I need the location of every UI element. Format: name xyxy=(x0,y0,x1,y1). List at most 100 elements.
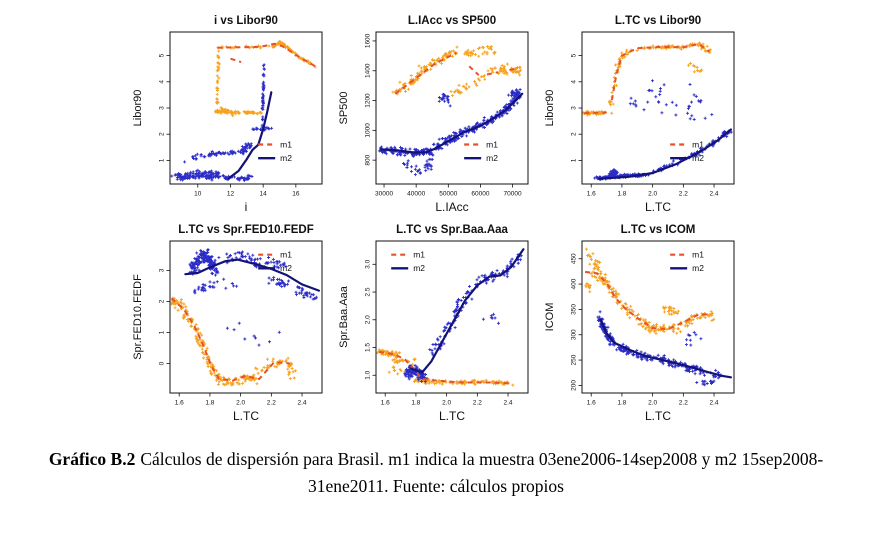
y-tick-label: 2 xyxy=(571,132,578,136)
m1-points xyxy=(582,109,614,117)
x-tick-label: 30000 xyxy=(375,191,393,198)
y-tick-label: 800 xyxy=(365,154,372,165)
m2-points xyxy=(684,330,703,347)
y-tick-label: 1 xyxy=(159,330,166,334)
plot-cell-2: L.IAcc vs SP500 L.IAcc SP500 30000 40000 5000… xyxy=(336,12,536,217)
x-tick-label: 1.8 xyxy=(617,191,626,198)
legend-m2-label: m2 xyxy=(413,263,425,273)
y-tick-label: 1200 xyxy=(365,93,372,108)
plot-cell-3: L.TC vs Libor90 L.TC Libor90 1.6 1.8 2.0 2.2 2.… xyxy=(542,12,742,217)
m2-points xyxy=(267,275,318,301)
x-tick-label: 2.0 xyxy=(648,191,657,198)
m1-points xyxy=(216,39,317,69)
y-tick-label: 3.0 xyxy=(365,259,372,268)
y-tick-label: 5 xyxy=(571,53,578,57)
x-tick-label: 70000 xyxy=(504,191,522,198)
m2-points xyxy=(437,92,452,108)
plot-cell-5: L.TC vs Spr.Baa.Aaa L.TC Spr.Baa.Aaa 1.6 1.8… xyxy=(336,221,536,426)
y-tick-label: 3 xyxy=(159,268,166,272)
y-tick-label: 1 xyxy=(571,158,578,162)
x-tick-label: 60000 xyxy=(471,191,489,198)
m1-trend-line xyxy=(509,67,518,71)
y-tick-label: 1600 xyxy=(365,33,372,48)
x-tick-label: 1.8 xyxy=(617,400,626,407)
scatter-canvas: L.TC vs ICOM L.TC ICOM 1.6 1.8 2.0 2.2 2.4 200 25… xyxy=(544,224,735,423)
y-tick-label: 4 xyxy=(159,80,166,84)
x-tick-label: 14 xyxy=(260,191,268,198)
m2-trend-line xyxy=(597,128,732,180)
m2-points xyxy=(695,379,716,387)
m1-trend-line xyxy=(486,71,499,76)
m2-trend-line xyxy=(227,91,273,180)
m2-points xyxy=(428,253,523,357)
legend-m1-label: m1 xyxy=(280,249,292,259)
x-tick-label: 10 xyxy=(194,191,202,198)
m2-points xyxy=(628,96,638,108)
y-tick-label: 450 xyxy=(571,253,578,264)
m2-points xyxy=(193,277,239,295)
m1-points xyxy=(391,356,417,366)
scatter-canvas: L.TC vs Libor90 L.TC Libor90 1.6 1.8 2.0 2.2 2.… xyxy=(544,15,735,214)
y-tick-label: 250 xyxy=(571,354,578,365)
m1-trend-line xyxy=(610,43,710,101)
x-tick-label: 2.2 xyxy=(679,191,688,198)
legend-m2-label: m2 xyxy=(280,263,292,273)
legend-m1-label: m1 xyxy=(692,139,704,149)
m1-points xyxy=(584,281,592,294)
x-axis-label: L.TC xyxy=(645,200,671,214)
x-tick-label: 1.6 xyxy=(587,191,596,198)
figure-caption: Gráfico B.2 Cálculos de dispersión para B… xyxy=(31,446,841,500)
m1-points xyxy=(687,61,704,74)
plot-cell-1: i vs Libor90 i Libor90 10 12 14 16 1 2 3 4 5 m1 m2 xyxy=(130,12,330,217)
m1-points xyxy=(254,356,297,381)
x-axis-label: i xyxy=(245,200,248,214)
m2-trend-line xyxy=(599,318,732,379)
m1-points xyxy=(387,365,407,376)
m2-points xyxy=(481,312,500,325)
x-tick-label: 16 xyxy=(292,191,300,198)
m2-points xyxy=(217,250,288,270)
y-tick-label: 1400 xyxy=(365,63,372,78)
y-axis-label: SP500 xyxy=(338,91,350,124)
plot-title: L.TC vs Spr.FED10.FEDF xyxy=(178,224,313,236)
m1-points xyxy=(170,296,223,382)
legend-m1-label: m1 xyxy=(692,249,704,259)
legend-m2-label: m2 xyxy=(692,263,704,273)
m1-points xyxy=(463,45,497,58)
m2-points xyxy=(507,88,522,98)
y-tick-label: 2 xyxy=(159,299,166,303)
x-tick-label: 1.6 xyxy=(175,400,184,407)
m1-trend-line xyxy=(230,57,242,64)
plot-title: L.IAcc vs SP500 xyxy=(408,15,496,27)
x-axis-label: L.TC xyxy=(233,409,259,423)
x-axis-label: L.IAcc xyxy=(435,200,468,214)
m2-points xyxy=(251,126,274,132)
x-axis-label: L.TC xyxy=(439,409,465,423)
legend-m1-label: m1 xyxy=(413,249,425,259)
m2-points xyxy=(183,147,248,164)
y-axis-label: Spr.FED10.FEDF xyxy=(132,274,144,360)
legend-m2-label: m2 xyxy=(280,153,292,163)
legend-m1-label: m1 xyxy=(486,139,498,149)
scatter-canvas: L.TC vs Spr.Baa.Aaa L.TC Spr.Baa.Aaa 1.6 1.8… xyxy=(338,224,529,423)
caption-text: Cálculos de dispersión para Brasil. m1 i… xyxy=(140,449,824,497)
m2-points xyxy=(240,142,253,152)
y-tick-label: 1.5 xyxy=(365,343,372,352)
y-tick-label: 2.5 xyxy=(365,287,372,296)
y-tick-label: 4 xyxy=(571,80,578,84)
m2-points xyxy=(260,63,266,129)
m2-trend-line xyxy=(410,248,525,374)
m1-trend-line xyxy=(584,270,711,331)
plot-title: L.TC vs Libor90 xyxy=(615,15,701,27)
m1-trend-line xyxy=(170,297,290,382)
m2-points xyxy=(221,173,254,183)
x-tick-label: 2.4 xyxy=(710,191,719,198)
m1-points xyxy=(584,247,602,272)
x-tick-label: 2.4 xyxy=(710,400,719,407)
figure-page: i vs Libor90 i Libor90 10 12 14 16 1 2 3 4 5 m1 m2 L.… xyxy=(0,12,872,553)
